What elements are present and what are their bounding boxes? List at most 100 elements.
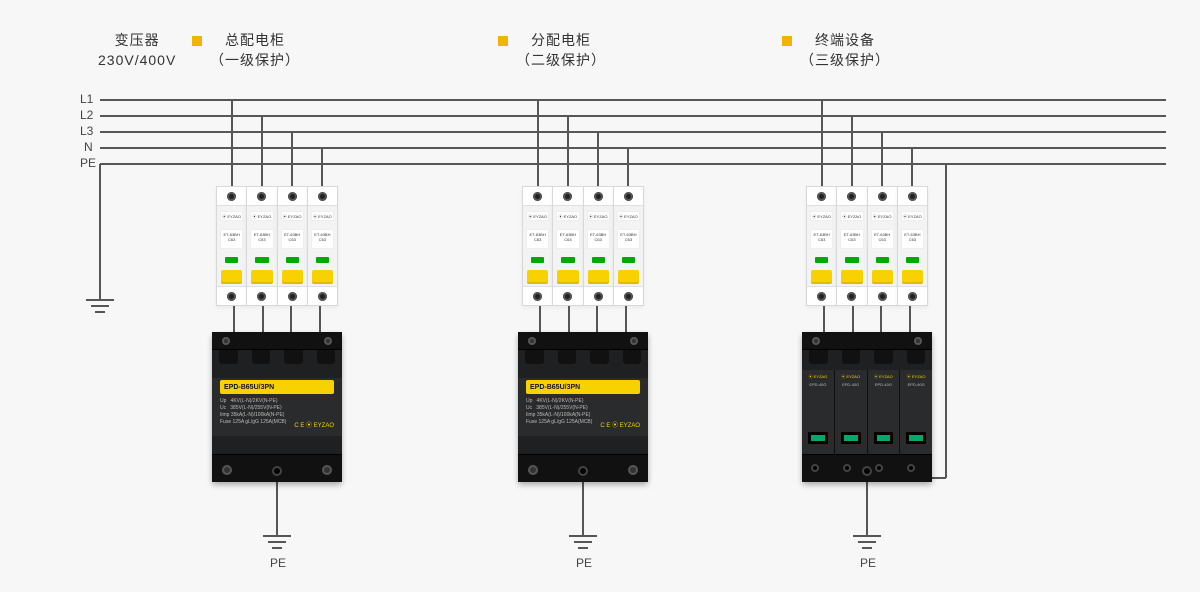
inter-wires bbox=[806, 306, 928, 332]
pole-brand: ⦿ EYZAO bbox=[901, 211, 924, 221]
spd-top bbox=[802, 332, 932, 350]
spd-module-model: EPD-40G bbox=[903, 382, 929, 387]
pe-label-1: PE bbox=[270, 556, 286, 570]
terminal-top bbox=[837, 187, 866, 205]
spd-module-model: EPD-40G bbox=[838, 382, 864, 387]
pole-rating: ET-63BHC63 bbox=[526, 229, 549, 249]
terminal-bottom bbox=[523, 287, 552, 305]
terminal-bottom bbox=[247, 287, 276, 305]
bus-label-l2: L2 bbox=[80, 108, 93, 122]
square-bullet-icon bbox=[192, 36, 202, 46]
breaker-lever bbox=[811, 270, 832, 284]
terminal-top bbox=[247, 187, 276, 205]
spd-specs: Up 4KV(L-N)/2KV(N-PE) Uc 385V(L-N)/255V(… bbox=[526, 398, 592, 426]
stage2-title: 分配电柜 bbox=[516, 30, 606, 50]
header-stage1: 总配电柜 （一级保护） bbox=[192, 30, 300, 71]
breaker-lever bbox=[902, 270, 923, 284]
terminal-top bbox=[807, 187, 836, 205]
breaker-pole: ⦿ EYZAO ET-63BHC63 bbox=[277, 186, 307, 306]
surge-protector: ⦿ EYZAO EPD-40G ⦿ EYZAO EPD-40G ⦿ EYZAO EPD-4… bbox=[802, 332, 932, 482]
terminal-bottom bbox=[308, 287, 337, 305]
terminal-bottom bbox=[898, 287, 927, 305]
breaker-pole: ⦿ EYZAOET-63BHC63 bbox=[246, 186, 276, 306]
spd-top bbox=[212, 332, 342, 350]
terminal-top bbox=[584, 187, 613, 205]
protection-stage-3: ⦿ EYZAO ET-63BHC63 ⦿ EYZAO ET-63BHC63 ⦿ EYZA… bbox=[802, 186, 932, 482]
breaker-lever bbox=[618, 270, 639, 284]
breaker-lever bbox=[527, 270, 548, 284]
circuit-breaker: ⦿ EYZAOET-63BHC63⦿ EYZAOET-63BHC63⦿ EYZA… bbox=[806, 186, 928, 306]
indicator-window bbox=[316, 257, 329, 263]
breaker-lever bbox=[557, 270, 578, 284]
breaker-lever bbox=[588, 270, 609, 284]
pe-terminal bbox=[862, 466, 872, 476]
terminal-top bbox=[868, 187, 897, 205]
square-bullet-icon bbox=[782, 36, 792, 46]
breaker-lever bbox=[872, 270, 893, 284]
terminal-top bbox=[898, 187, 927, 205]
terminal-bottom bbox=[807, 287, 836, 305]
header-stage2: 分配电柜 （二级保护） bbox=[498, 30, 606, 71]
stage1-sub: （一级保护） bbox=[210, 50, 300, 70]
breaker-lever bbox=[251, 270, 272, 284]
spd-module: ⦿ EYZAOEPD-40G bbox=[867, 370, 900, 454]
spd-bottom bbox=[802, 454, 932, 482]
pole-rating: ET-63BHC63 bbox=[617, 229, 640, 249]
indicator-window bbox=[225, 257, 238, 263]
spd-ce-mark: C E ⦿ EYZAO bbox=[294, 420, 334, 429]
terminal-bottom bbox=[868, 287, 897, 305]
terminal-top bbox=[278, 187, 307, 205]
terminal-bottom bbox=[614, 287, 643, 305]
breaker-lever bbox=[221, 270, 242, 284]
protection-stage-2: ⦿ EYZAOET-63BHC63⦿ EYZAOET-63BHC63⦿ EYZA… bbox=[518, 186, 648, 482]
terminal-top bbox=[217, 187, 246, 205]
terminal-top bbox=[523, 187, 552, 205]
spd-module-window bbox=[841, 432, 861, 444]
pole-brand: ⦿ EYZAO bbox=[840, 211, 863, 221]
spd-module-brand: ⦿ EYZAO bbox=[871, 374, 897, 380]
indicator-window bbox=[255, 257, 268, 263]
surge-protector: EPD-B65U/3PNUp 4KV(L-N)/2KV(N-PE) Uc 385… bbox=[518, 332, 648, 482]
breaker-lever bbox=[841, 270, 862, 284]
breaker-pole: ⦿ EYZAO ET-63BHC63 bbox=[836, 186, 866, 306]
spd-module-window bbox=[906, 432, 926, 444]
pole-brand: ⦿ EYZAO bbox=[526, 211, 549, 221]
breaker-pole: ⦿ EYZAOET-63BHC63 bbox=[806, 186, 836, 306]
circuit-breaker: ⦿ EYZAOET-63BHC63⦿ EYZAOET-63BHC63⦿ EYZA… bbox=[522, 186, 644, 306]
breaker-lever bbox=[312, 270, 333, 284]
inter-wires bbox=[522, 306, 644, 332]
terminal-bottom bbox=[837, 287, 866, 305]
pole-rating: ET-63BHC63 bbox=[281, 229, 304, 249]
breaker-pole: ⦿ EYZAO ET-63BHC63 bbox=[613, 186, 644, 306]
spd-ce-mark: C E ⦿ EYZAO bbox=[600, 420, 640, 429]
spd-module: ⦿ EYZAO EPD-40G bbox=[802, 370, 834, 454]
stage3-title: 终端设备 bbox=[800, 30, 890, 50]
breaker-pole: ⦿ EYZAO ET-63BHC63 bbox=[522, 186, 552, 306]
terminal-bottom bbox=[278, 287, 307, 305]
circuit-breaker: ⦿ EYZAOET-63BHC63⦿ EYZAOET-63BHC63⦿ EYZA… bbox=[216, 186, 338, 306]
pole-rating: ET-63BHC63 bbox=[871, 229, 894, 249]
spd-module-brand: ⦿ EYZAO bbox=[805, 374, 831, 380]
indicator-window bbox=[622, 257, 635, 263]
spd-module-brand: ⦿ EYZAO bbox=[903, 374, 929, 380]
bus-label-l1: L1 bbox=[80, 92, 93, 106]
pole-rating: ET-63BHC63 bbox=[220, 229, 243, 249]
bus-label-l3: L3 bbox=[80, 124, 93, 138]
pole-brand: ⦿ EYZAO bbox=[587, 211, 610, 221]
spd-module-window bbox=[874, 432, 894, 444]
spd-input-lugs bbox=[518, 350, 648, 370]
bus-label-n: N bbox=[84, 140, 93, 154]
terminal-top bbox=[553, 187, 582, 205]
pole-brand: ⦿ EYZAO bbox=[281, 211, 304, 221]
pole-brand: ⦿ EYZAO bbox=[617, 211, 640, 221]
terminal-bottom bbox=[584, 287, 613, 305]
stage3-sub: （三级保护） bbox=[800, 50, 890, 70]
protection-stage-1: ⦿ EYZAOET-63BHC63⦿ EYZAOET-63BHC63⦿ EYZA… bbox=[212, 186, 342, 482]
header-transformer: 变压器 230V/400V bbox=[98, 30, 176, 71]
spd-input-lugs bbox=[212, 350, 342, 370]
spd-module-brand: ⦿ EYZAO bbox=[838, 374, 864, 380]
spd-module-model: EPD-40G bbox=[805, 382, 831, 387]
pole-rating: ET-63BHC63 bbox=[840, 229, 863, 249]
pole-rating: ET-63BHC63 bbox=[556, 229, 579, 249]
pole-brand: ⦿ EYZAO bbox=[220, 211, 243, 221]
